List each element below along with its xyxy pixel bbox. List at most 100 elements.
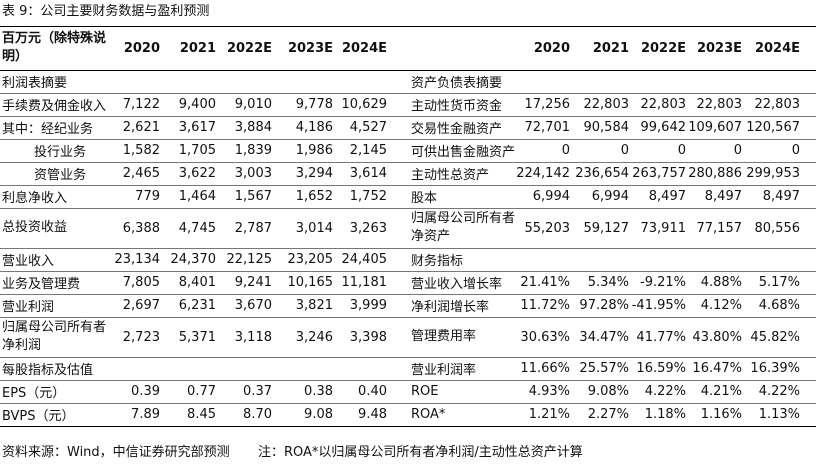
header-year-left: 2022E — [226, 40, 272, 56]
left-value-cell: 0.38 — [304, 384, 333, 399]
left-value-cell: 2,465 — [122, 166, 160, 181]
left-value-cell: 4,527 — [349, 120, 387, 135]
left-value-cell: 24,405 — [341, 252, 388, 267]
row-divider — [0, 162, 816, 163]
left-row-label: 业务及管理费 — [2, 277, 81, 292]
right-value-cell: 280,886 — [688, 166, 742, 181]
table-row: 投行业务 1,582 1,705 1,839 1,986 2,145 可供出售金融资产 0 0 0… — [0, 139, 816, 162]
table-top-rule — [0, 26, 816, 27]
left-value-cell: 11,181 — [341, 275, 388, 290]
row-divider — [0, 271, 816, 272]
table-row: 利息净收入 779 1,464 1,567 1,652 1,752 股本 6,994 6,994… — [0, 185, 816, 208]
right-row-label: ROE — [411, 384, 439, 399]
right-value-cell — [624, 248, 686, 271]
row-divider — [0, 139, 816, 140]
right-value-cell: 0 — [620, 143, 629, 158]
left-row-label: 营业收入 — [2, 254, 55, 269]
right-value-cell: 1.16% — [700, 407, 742, 422]
right-row-label: 可供出售金融资产 — [411, 145, 516, 160]
left-value-cell: 0.40 — [358, 384, 387, 399]
right-value-cell: 45.82% — [750, 329, 800, 345]
right-value-cell: 8,497 — [762, 189, 800, 204]
right-row-label: 归属母公司所有者净资产 — [411, 211, 516, 244]
left-value-cell: 1,464 — [178, 189, 216, 204]
table-row: EPS（元） 0.39 0.77 0.37 0.38 0.40 ROE 4.93% 9.08% 4… — [0, 380, 816, 403]
left-value-cell — [331, 70, 387, 93]
header-right-label — [411, 26, 521, 70]
left-value-cell: 0.39 — [131, 384, 160, 399]
left-row-label: 营业利润 — [2, 300, 55, 315]
right-value-cell: 5.17% — [758, 275, 800, 290]
right-value-cell: 30.63% — [520, 329, 570, 345]
right-row-label: 净利润增长率 — [411, 300, 490, 315]
right-value-cell: 59,127 — [583, 220, 630, 236]
right-value-cell: 0 — [733, 143, 742, 158]
left-value-cell: 5,371 — [178, 329, 216, 345]
left-value-cell: 9,400 — [178, 97, 216, 112]
left-value-cell: 1,986 — [295, 143, 333, 158]
left-value-cell: 7,122 — [122, 97, 160, 112]
left-value-cell: 3,118 — [234, 329, 272, 345]
right-row-label: 资产负债表摘要 — [411, 76, 503, 91]
table-row: 利润表摘要 资产负债表摘要 — [0, 70, 816, 93]
left-row-label: 总投资收益 — [2, 220, 68, 235]
left-value-cell: 3,999 — [349, 298, 387, 313]
right-value-cell: 77,157 — [696, 220, 743, 236]
left-value-cell — [104, 70, 160, 93]
left-value-cell: 3,294 — [295, 166, 333, 181]
left-value-cell: 2,145 — [349, 143, 387, 158]
left-value-cell: 3,263 — [349, 220, 387, 236]
right-value-cell: 4.93% — [528, 384, 570, 399]
roa-note: 注：ROA*以归属母公司所有者净利润/主动性总资产计算 — [258, 445, 583, 460]
left-value-cell: 779 — [135, 189, 160, 204]
source-note: 资料来源：Wind，中信证券研究部预测 — [2, 445, 230, 460]
left-value-cell: 10,629 — [341, 97, 388, 112]
left-value-cell: 22,125 — [226, 252, 273, 267]
left-value-cell — [104, 357, 160, 380]
left-value-cell: 2,723 — [122, 329, 160, 345]
left-value-cell: 3,246 — [295, 329, 333, 345]
left-value-cell: 1,839 — [234, 143, 272, 158]
right-value-cell — [624, 70, 686, 93]
left-value-cell — [331, 357, 387, 380]
header-year-left: 2023E — [287, 40, 333, 56]
right-value-cell: 11.72% — [520, 298, 570, 313]
left-value-cell: 4,186 — [295, 120, 333, 135]
right-value-cell: 4.22% — [758, 384, 800, 399]
right-row-label: 主动性总资产 — [411, 168, 490, 183]
header-year-right: 2021 — [592, 40, 629, 56]
left-row-label: 利息净收入 — [2, 191, 68, 206]
left-value-cell: 4,745 — [178, 220, 216, 236]
left-value-cell — [160, 357, 216, 380]
right-value-cell: 34.47% — [579, 329, 629, 345]
left-value-cell: 9,778 — [295, 97, 333, 112]
header-year-right: 2024E — [754, 40, 800, 56]
right-value-cell: 8,497 — [648, 189, 686, 204]
header-year-left: 2021 — [179, 40, 216, 56]
left-row-label: BVPS（元） — [2, 409, 75, 424]
left-value-cell: 1,567 — [234, 189, 272, 204]
right-value-cell: 263,757 — [632, 166, 686, 181]
left-value-cell: 3,821 — [295, 298, 333, 313]
right-value-cell: 109,607 — [688, 120, 742, 135]
row-divider — [0, 208, 816, 209]
left-value-cell: 1,582 — [122, 143, 160, 158]
right-value-cell — [508, 70, 570, 93]
right-row-label: 交易性金融资产 — [411, 122, 503, 137]
left-value-cell: 8.45 — [187, 407, 216, 422]
left-value-cell: 9,241 — [234, 275, 272, 290]
right-value-cell: 120,567 — [746, 120, 800, 135]
header-year-right: 2020 — [533, 40, 570, 56]
right-value-cell: 0 — [561, 143, 570, 158]
left-value-cell: 10,165 — [287, 275, 334, 290]
left-value-cell: 9,010 — [234, 97, 272, 112]
table-row: BVPS（元） 7.89 8.45 8.70 9.08 9.48 ROA* 1.21% 2.27… — [0, 403, 816, 426]
row-divider — [0, 380, 816, 381]
right-row-label: 管理费用率 — [411, 329, 477, 344]
right-value-cell: 16.39% — [750, 361, 800, 376]
left-row-label: 投行业务 — [34, 145, 87, 160]
table-title: 表 9：公司主要财务数据与盈利预测 — [2, 4, 210, 19]
financial-table: 百万元（除特殊说明） 2020 2021 2022E 2023E 2024E 2020 202… — [0, 26, 816, 438]
right-value-cell — [680, 248, 742, 271]
right-value-cell: 4.88% — [700, 275, 742, 290]
